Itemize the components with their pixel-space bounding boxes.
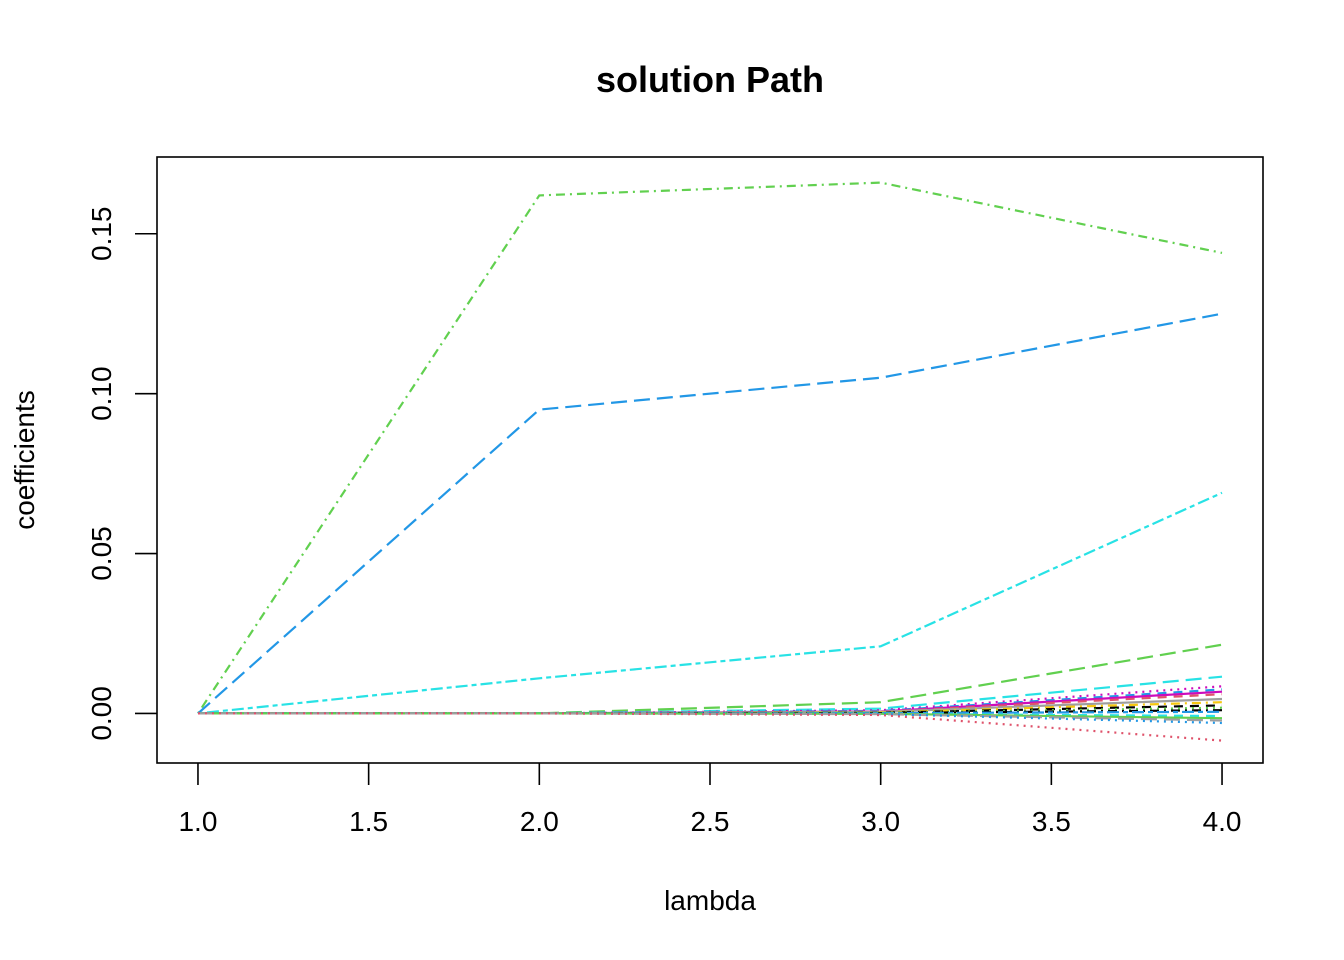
plot-frame bbox=[156, 156, 1264, 764]
x-axis-label: lambda bbox=[664, 885, 756, 916]
x-tick-label-4: 3.0 bbox=[861, 806, 900, 837]
x-tick-label-0: 1.0 bbox=[178, 806, 217, 837]
x-tick-label-1: 1.5 bbox=[349, 806, 388, 837]
y-axis: 0.00 0.05 0.10 0.15 bbox=[86, 206, 157, 741]
series-line-3 bbox=[197, 491, 1223, 715]
x-axis: 1.0 1.5 2.0 2.5 3.0 3.5 4.0 bbox=[178, 763, 1242, 837]
y-tick-label-2: 0.10 bbox=[86, 366, 117, 421]
chart-title: solution Path bbox=[596, 59, 824, 100]
x-tick-label-5: 3.5 bbox=[1032, 806, 1071, 837]
y-tick-label-0: 0.00 bbox=[86, 686, 117, 741]
y-tick-label-1: 0.05 bbox=[86, 526, 117, 581]
x-tick-label-2: 2.0 bbox=[520, 806, 559, 837]
x-tick-label-3: 2.5 bbox=[691, 806, 730, 837]
series-line-1 bbox=[197, 181, 1223, 715]
series-line-2 bbox=[197, 312, 1223, 715]
y-axis-label: coefficients bbox=[9, 390, 40, 530]
y-tick-label-3: 0.15 bbox=[86, 206, 117, 260]
series-line-20 bbox=[198, 712, 1223, 742]
series-layer bbox=[197, 181, 1223, 742]
x-tick-label-6: 4.0 bbox=[1203, 806, 1242, 837]
